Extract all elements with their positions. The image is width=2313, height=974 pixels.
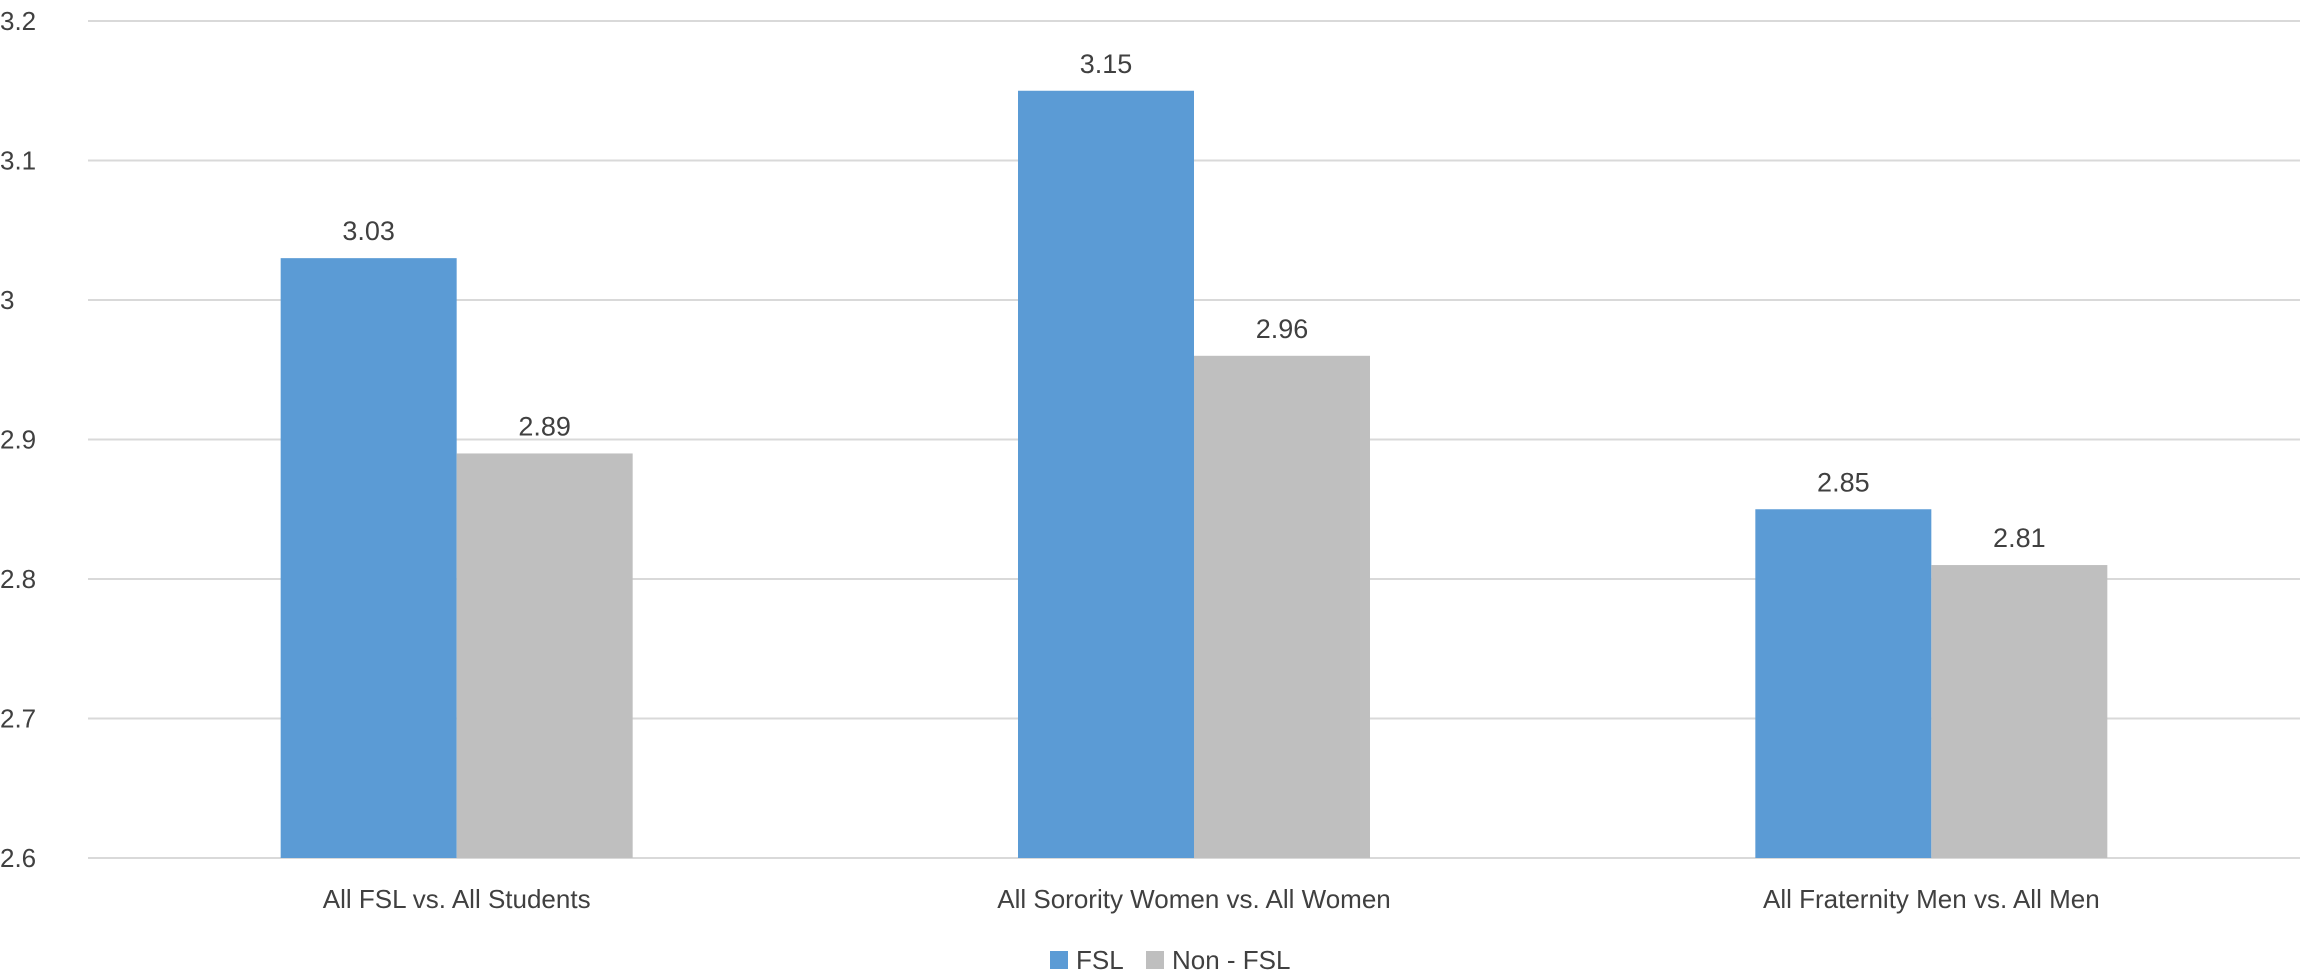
x-category-label: All FSL vs. All Students bbox=[323, 884, 591, 914]
y-axis-tick-labels: 2.6 2.7 2.8 2.9 3 3.1 3.2 bbox=[0, 6, 36, 873]
y-tick-label: 2.8 bbox=[0, 564, 36, 594]
bar-non-fsl bbox=[1931, 565, 2108, 858]
x-category-label: All Sorority Women vs. All Women bbox=[997, 884, 1391, 914]
legend-label: Non - FSL bbox=[1172, 945, 1291, 974]
data-labels: 3.03 2.89 3.15 2.96 2.85 2.81 bbox=[342, 49, 2045, 553]
data-label: 3.03 bbox=[342, 216, 395, 246]
y-tick-label: 2.9 bbox=[0, 425, 36, 455]
data-label: 2.89 bbox=[518, 411, 571, 441]
data-label: 2.85 bbox=[1817, 467, 1870, 497]
y-tick-label: 3 bbox=[0, 285, 14, 315]
bar-non-fsl bbox=[1194, 355, 1370, 858]
y-tick-label: 3.1 bbox=[0, 146, 36, 176]
legend-swatch bbox=[1146, 951, 1164, 969]
bars bbox=[280, 90, 2108, 858]
y-tick-label: 2.6 bbox=[0, 843, 36, 873]
data-label: 3.15 bbox=[1080, 49, 1133, 79]
bar-fsl bbox=[1755, 509, 1932, 858]
bar-fsl bbox=[280, 258, 457, 858]
bar-fsl bbox=[1018, 90, 1194, 858]
x-category-label: All Fraternity Men vs. All Men bbox=[1763, 884, 2100, 914]
legend-label: FSL bbox=[1076, 945, 1124, 974]
bar-non-fsl bbox=[456, 453, 633, 858]
legend-swatch bbox=[1050, 951, 1068, 969]
y-tick-label: 3.2 bbox=[0, 6, 36, 36]
data-label: 2.96 bbox=[1256, 314, 1309, 344]
y-tick-label: 2.7 bbox=[0, 704, 36, 734]
legend: FSL Non - FSL bbox=[1050, 945, 1291, 974]
x-axis-category-labels: All FSL vs. All Students All Sorority Wom… bbox=[323, 884, 2100, 914]
data-label: 2.81 bbox=[1993, 523, 2046, 553]
